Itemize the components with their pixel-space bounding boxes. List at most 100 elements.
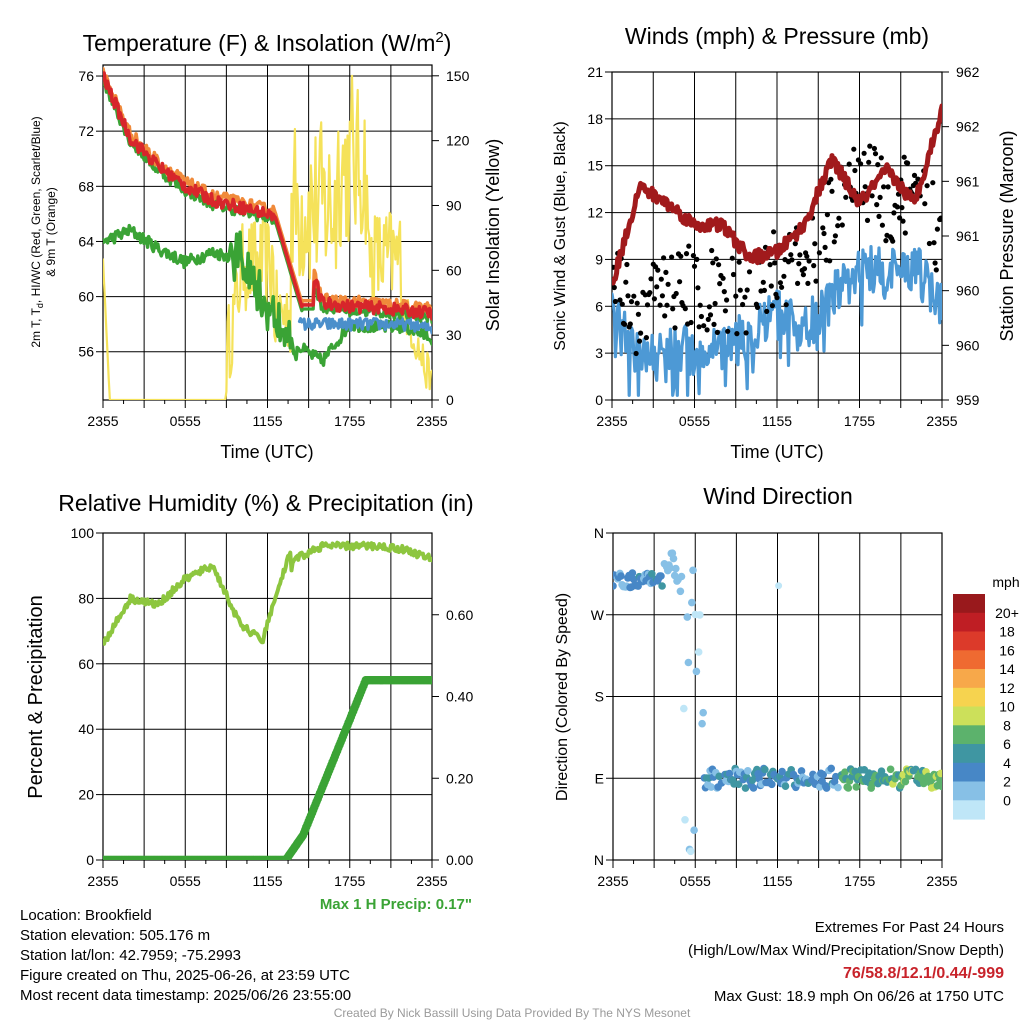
- footer-elevation: Station elevation: 505.176 m: [20, 927, 211, 944]
- y-axis-label-line2: & 9m T (Orange): [44, 187, 58, 277]
- wind-direction-point: [852, 783, 861, 791]
- gust-point: [691, 263, 698, 269]
- gust-point: [686, 243, 692, 249]
- y-tick-label: 0: [86, 852, 94, 868]
- wind-direction-point: [827, 764, 835, 773]
- gust-point: [733, 293, 739, 299]
- wind-direction-point: [935, 775, 942, 784]
- gust-point: [720, 275, 726, 281]
- gust-point: [852, 167, 858, 174]
- solar-insolation-line: [103, 74, 432, 400]
- y-tick-label: 20: [78, 787, 94, 803]
- footer-location: Location: Brookfield: [20, 907, 152, 924]
- plot-area-clipW: [605, 71, 949, 408]
- wind-direction-point: [666, 564, 674, 572]
- gust-point: [878, 155, 884, 161]
- gust-point: [869, 193, 875, 199]
- legend-label: 0: [1003, 792, 1011, 808]
- y-tick-label: 64: [78, 233, 94, 249]
- legend-swatch: [953, 594, 985, 614]
- wind-direction-point: [901, 777, 910, 786]
- gust-point: [812, 241, 818, 247]
- wind-direction-point: [816, 783, 824, 791]
- gust-point: [697, 302, 703, 308]
- gust-point: [665, 281, 671, 287]
- y-tick-label: 76: [78, 68, 94, 84]
- gust-point: [796, 261, 802, 267]
- wind-direction-point: [725, 769, 734, 778]
- y2-axis-label: Solar Insolation (Yellow): [483, 139, 503, 331]
- legend-label: 8: [1003, 717, 1011, 733]
- gust-point: [761, 287, 768, 293]
- gust-point: [709, 247, 715, 254]
- wind-direction-point: [692, 667, 701, 676]
- gust-point: [915, 176, 921, 182]
- y2-tick-label: 961: [956, 173, 980, 189]
- gust-point: [875, 162, 881, 168]
- windchill-line: [297, 316, 432, 335]
- legend-swatch: [953, 725, 985, 745]
- footer-created: Figure created on Thu, 2025-06-26, at 23…: [20, 967, 350, 984]
- chart-title-temperature: Temperature (F) & Insolation (W/m2): [83, 29, 452, 56]
- legend-label: 10: [999, 699, 1015, 715]
- y-tick-label: 68: [78, 178, 94, 194]
- y-tick-label: 3: [595, 345, 603, 361]
- wind-direction-point: [832, 772, 840, 781]
- footer-recent: Most recent data timestamp: 2025/06/26 2…: [20, 987, 352, 1004]
- precip-point: [427, 676, 432, 685]
- gust-point: [926, 240, 933, 247]
- gust-point: [800, 272, 807, 278]
- gust-point: [647, 290, 653, 296]
- gust-point: [744, 287, 750, 293]
- gust-point: [657, 302, 663, 308]
- gust-point: [777, 280, 784, 286]
- y-axis-label: Sonic Wind & Gust (Blue, Black): [552, 121, 569, 350]
- y-tick-label: 72: [78, 123, 94, 139]
- gust-point: [694, 256, 700, 262]
- wind-direction-point: [681, 816, 689, 824]
- gust-point: [881, 184, 887, 190]
- gust-point: [736, 259, 742, 265]
- y2-tick-label: 0: [446, 392, 454, 408]
- wind-direction-point: [886, 765, 895, 774]
- gust-point: [622, 321, 628, 327]
- gust-point: [721, 289, 727, 295]
- gust-point: [625, 293, 631, 299]
- wind-direction-point: [775, 582, 783, 590]
- gust-point: [648, 276, 654, 282]
- gust-point: [651, 296, 658, 302]
- wind-direction-point: [699, 708, 707, 717]
- chart-title-direction: Wind Direction: [703, 483, 853, 509]
- gust-point: [737, 287, 743, 293]
- gust-point: [658, 276, 664, 282]
- legend-label: 18: [999, 624, 1015, 640]
- gust-point: [822, 244, 828, 250]
- gust-point: [821, 230, 827, 237]
- x-tick-label: 0555: [679, 413, 710, 429]
- gust-point: [716, 262, 722, 268]
- gust-point: [864, 217, 871, 223]
- series-group-clipD: [613, 549, 942, 856]
- gust-point: [867, 143, 873, 149]
- gust-point: [638, 330, 644, 336]
- x-axis-label: Time (UTC): [220, 442, 313, 462]
- y2-tick-label: 90: [446, 197, 462, 213]
- gust-point: [839, 222, 845, 228]
- wind-direction-point: [715, 772, 723, 781]
- legend-swatch: [953, 744, 985, 764]
- wind-direction-point: [686, 847, 695, 856]
- gust-point: [924, 183, 930, 189]
- gust-point: [858, 161, 864, 167]
- gust-point: [698, 313, 705, 320]
- max-gust: Max Gust: 18.9 mph On 06/26 at 1750 UTC: [713, 988, 1004, 1005]
- series-group-clipH: [103, 540, 432, 860]
- wind-direction-point: [658, 582, 666, 590]
- gust-point: [695, 285, 701, 291]
- x-tick-label: 1155: [252, 413, 282, 429]
- extremes-title: Extremes For Past 24 Hours: [814, 919, 1004, 936]
- legend-swatch: [953, 781, 985, 801]
- gust-point: [902, 230, 908, 236]
- gust-point: [771, 229, 777, 235]
- gust-point: [897, 215, 903, 221]
- gust-point: [931, 240, 937, 246]
